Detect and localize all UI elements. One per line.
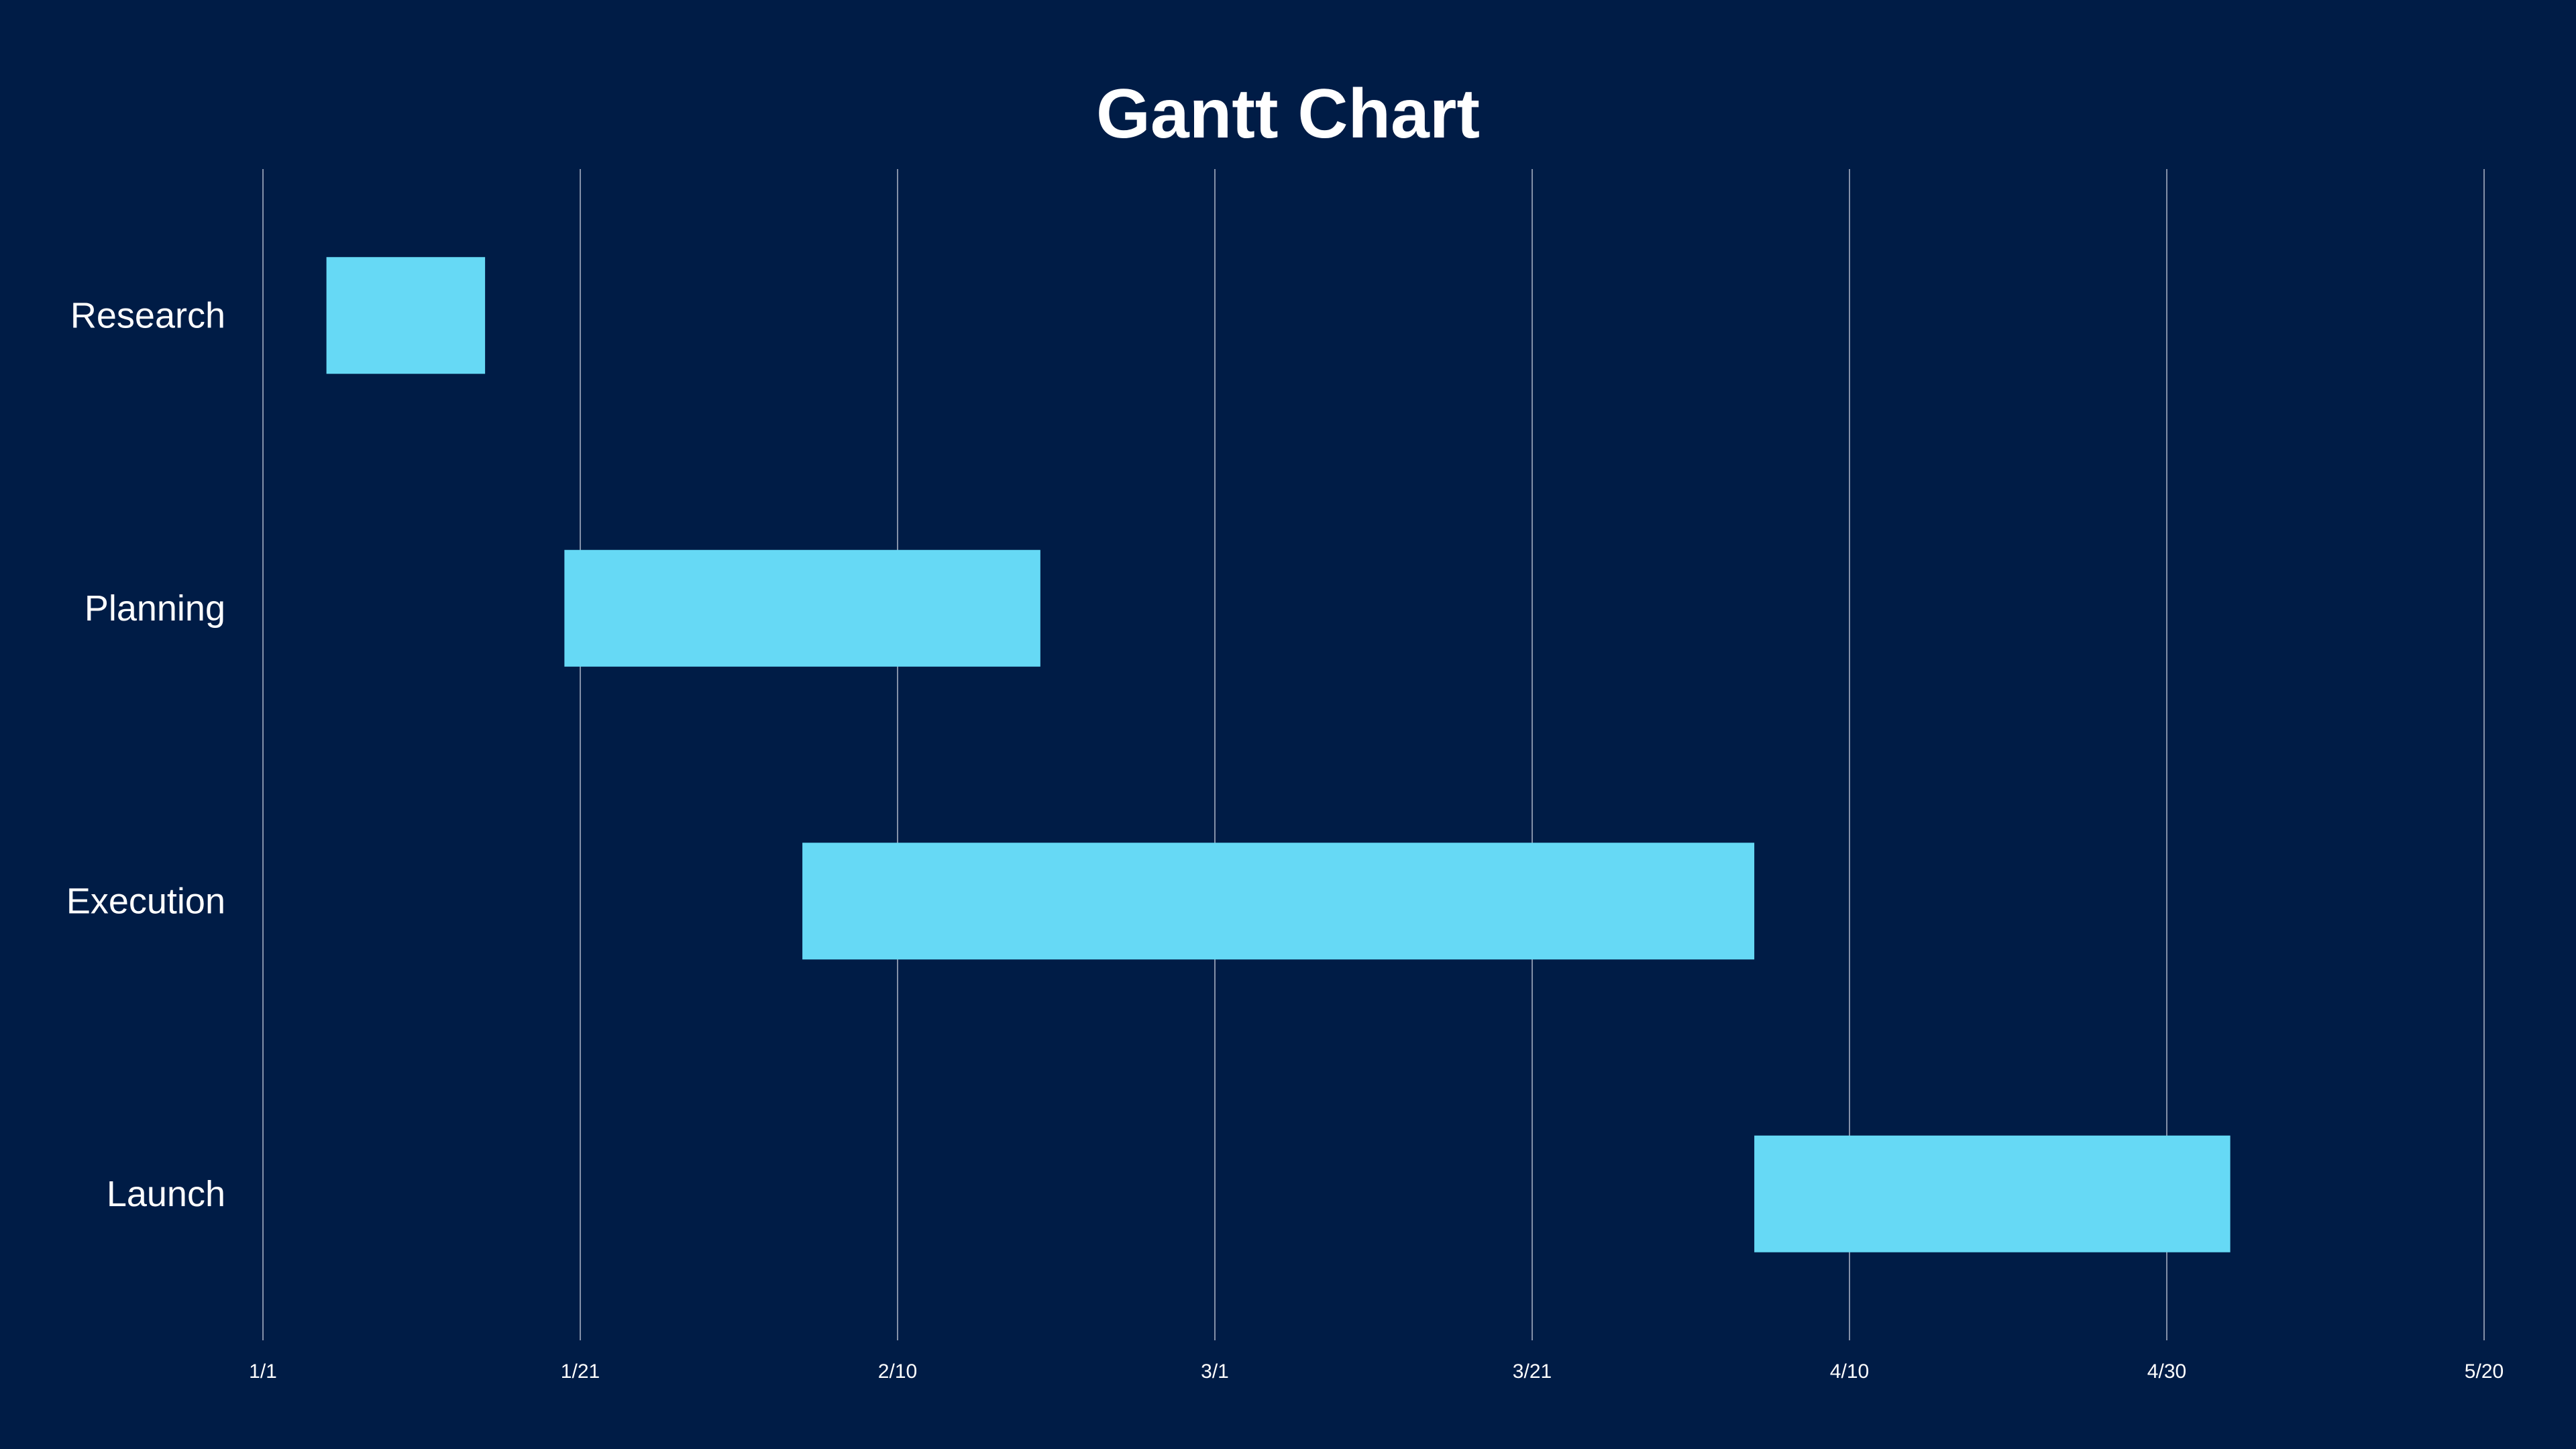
task-label-research: Research [70,295,225,335]
x-tick-label: 4/30 [2147,1360,2186,1383]
task-bar-execution [802,843,1755,960]
x-tick-label: 3/21 [1513,1360,1552,1383]
task-bar-launch [1754,1135,2231,1252]
task-bar-research [326,257,486,374]
x-tick-label: 3/1 [1201,1360,1229,1383]
x-tick-label: 1/1 [249,1360,277,1383]
x-tick-label: 4/10 [1830,1360,1869,1383]
bar-layer [326,257,2231,1252]
task-label-planning: Planning [85,588,225,629]
task-label-layer: Research Planning Execution Launch [66,295,225,1214]
x-tick-label: 5/20 [2465,1360,2504,1383]
task-label-execution: Execution [66,881,225,921]
x-tick-label: 2/10 [878,1360,917,1383]
task-bar-planning [564,549,1040,667]
tick-label-layer: 1/1 1/21 2/10 3/1 3/21 4/10 4/30 5/20 [249,1360,2504,1383]
x-tick-label: 1/21 [561,1360,600,1383]
chart-title: Gantt Chart [1096,75,1480,153]
task-label-launch: Launch [107,1174,225,1214]
